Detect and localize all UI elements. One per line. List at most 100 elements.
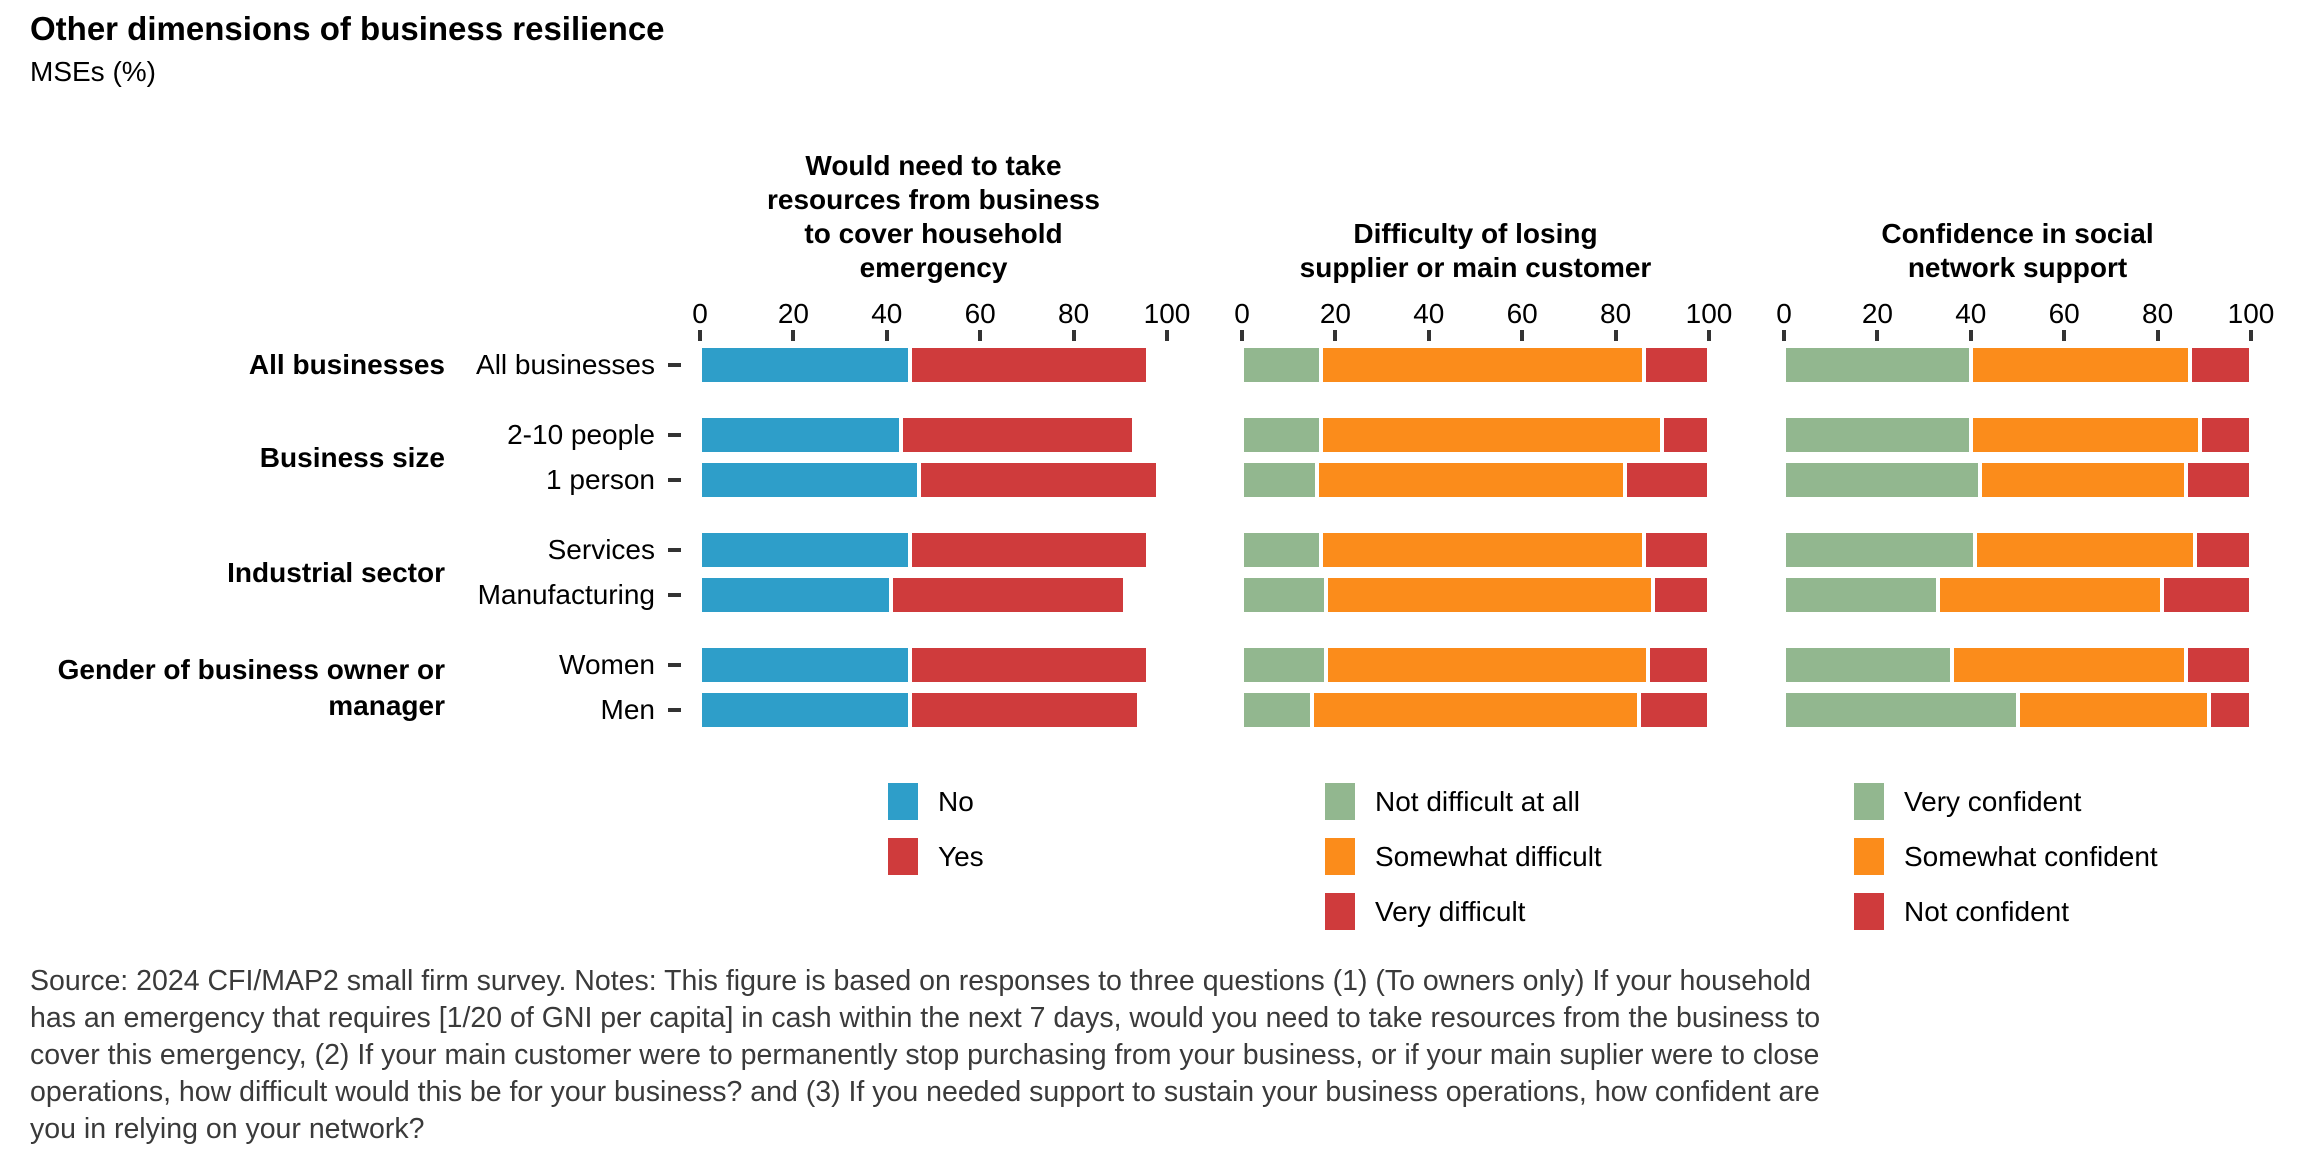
y-axis-tick [668, 433, 681, 437]
bar-row-men [1784, 691, 2251, 729]
bar-segment-somewhat-difficult [1321, 531, 1644, 569]
bar-segment-not-confident [2194, 531, 2251, 569]
bar-row-2-10-people [1784, 416, 2251, 454]
x-axis-tick-label: 80 [1600, 298, 1632, 329]
x-axis-tick-label: 100 [2227, 298, 2275, 329]
bar-segment-very-confident [1784, 416, 1971, 454]
bar-segment-very-difficult [1652, 576, 1709, 614]
x-axis-tick [978, 330, 983, 341]
x-axis-tick-label: 0 [692, 298, 708, 329]
x-axis-tick-label: 100 [1143, 298, 1191, 329]
x-axis-tick-label: 20 [1861, 298, 1893, 329]
bar-segment-yes [910, 646, 1149, 684]
bar-row-1-person [1784, 461, 2251, 499]
x-axis-tick-label: 40 [1955, 298, 1987, 329]
chart-subtitle: MSEs (%) [30, 56, 156, 87]
bar-segment-yes [919, 461, 1158, 499]
bar-segment-not-difficult-at-all [1242, 461, 1317, 499]
bar-segment-very-confident [1784, 576, 1939, 614]
bar-segment-not-confident [2185, 646, 2251, 684]
bar-segment-very-difficult [1648, 646, 1709, 684]
bar-segment-not-difficult-at-all [1242, 646, 1327, 684]
bar-segment-very-confident [1784, 646, 1953, 684]
panel-title-line: Would need to take [805, 150, 1062, 181]
row-group-label: Business size [259, 442, 445, 473]
x-axis-tick [1782, 330, 1786, 341]
bar-row-2-10-people [1242, 416, 1709, 454]
panel-title-line: Confidence in social [1881, 218, 2154, 249]
x-axis-tick [1707, 330, 1711, 341]
bar-row-men [700, 691, 1167, 729]
x-axis-tick [1875, 330, 1880, 341]
bar-segment-very-confident [1784, 346, 1971, 384]
bar-row-1-person [700, 461, 1167, 499]
bar-segment-very-difficult [1638, 691, 1709, 729]
x-axis-tick-label: 80 [2142, 298, 2174, 329]
x-axis-tick-label: 20 [777, 298, 809, 329]
x-axis-tick [2155, 330, 2160, 341]
bar-segment-very-confident [1784, 531, 1976, 569]
bar-segment-no [700, 691, 911, 729]
legend-label: Very difficult [1375, 896, 1526, 927]
bar-row-women [1784, 646, 2251, 684]
bar-segment-somewhat-confident [1975, 531, 2195, 569]
x-axis-tick-label: 60 [2048, 298, 2080, 329]
y-axis-tick [668, 363, 681, 367]
bar-segment-somewhat-confident [1938, 576, 2163, 614]
x-axis-tick [2062, 330, 2067, 341]
bar-segment-somewhat-difficult [1316, 461, 1625, 499]
bar-segment-very-confident [1784, 691, 2018, 729]
bar-segment-not-difficult-at-all [1242, 416, 1322, 454]
bar-segment-not-confident [2185, 461, 2251, 499]
row-label: Services [547, 534, 655, 565]
legend-swatch [888, 783, 918, 820]
row-group-label: All businesses [248, 349, 445, 380]
panel-title-line: supplier or main customer [1299, 252, 1652, 283]
bar-segment-somewhat-difficult [1312, 691, 1639, 729]
bar-row-women [1242, 646, 1709, 684]
bar-segment-yes [910, 346, 1149, 384]
legend-swatch [1854, 893, 1884, 930]
row-group-label: Industrial sector [227, 557, 445, 588]
panel-title-line: network support [1907, 252, 2128, 283]
bar-row-1-person [1242, 461, 1709, 499]
bar-segment-yes [891, 576, 1125, 614]
bar-segment-yes [900, 416, 1135, 454]
panel-title-line: Difficulty of losing [1353, 218, 1598, 249]
x-axis-tick-label: 100 [1685, 298, 1733, 329]
bar-row-2-10-people [700, 416, 1167, 454]
bar-segment-somewhat-difficult [1321, 416, 1663, 454]
bar-segment-not-confident [2208, 691, 2251, 729]
x-axis-tick-label: 0 [1234, 298, 1250, 329]
x-axis-tick-label: 80 [1058, 298, 1090, 329]
bar-segment-no [700, 576, 892, 614]
y-axis-tick [668, 478, 681, 482]
source-note-line: operations, how difficult would this be … [30, 1076, 1820, 1108]
source-note-line: you in relying on your network? [30, 1113, 425, 1145]
x-axis-tick-label: 40 [1413, 298, 1445, 329]
bar-segment-somewhat-confident [1952, 646, 2186, 684]
chart-title: Other dimensions of business resilience [30, 10, 665, 47]
bar-row-services [1784, 531, 2251, 569]
bar-segment-somewhat-confident [1970, 346, 2191, 384]
bar-segment-no [700, 416, 901, 454]
x-axis-tick-label: 0 [1776, 298, 1792, 329]
legend-swatch [1325, 783, 1355, 820]
bar-segment-not-difficult-at-all [1242, 576, 1327, 614]
bar-segment-somewhat-confident [1970, 416, 2200, 454]
legend-swatch [1325, 838, 1355, 875]
y-axis-tick [668, 708, 681, 712]
legend-label: Somewhat confident [1904, 841, 2158, 872]
bar-segment-very-confident [1784, 461, 1981, 499]
y-axis-tick [668, 663, 681, 667]
row-label: Manufacturing [477, 579, 655, 610]
legend-label: Not difficult at all [1375, 786, 1580, 817]
source-note-line: has an emergency that requires [1/20 of … [30, 1002, 1821, 1034]
row-label: 2-10 people [507, 419, 655, 450]
legend-label: Very confident [1904, 786, 2082, 817]
legend-label: Yes [938, 841, 984, 872]
bar-segment-somewhat-difficult [1326, 646, 1649, 684]
bar-segment-not-confident [2162, 576, 2251, 614]
bar-segment-no [700, 461, 920, 499]
legend-swatch [1854, 783, 1884, 820]
